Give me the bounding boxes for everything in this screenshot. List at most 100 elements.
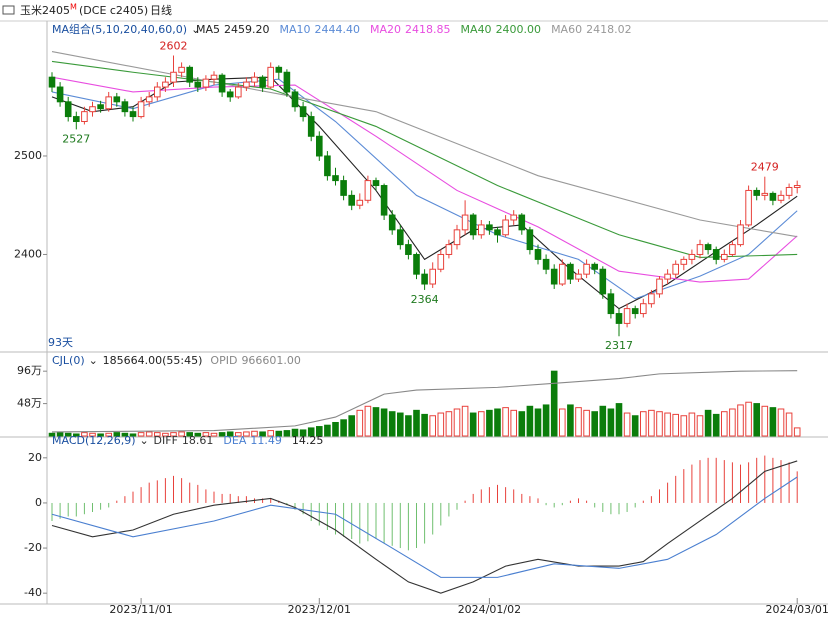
extreme-label: 2479 — [751, 161, 779, 174]
volume-bar — [575, 407, 582, 437]
volume-bar — [251, 430, 258, 437]
candle-body — [251, 76, 258, 83]
volume-bar — [129, 433, 137, 437]
volume-bar — [631, 415, 639, 437]
candle-body — [154, 86, 161, 98]
volume-bar — [243, 431, 250, 437]
candle-body — [64, 101, 72, 118]
symbol[interactable]: 玉米2405 — [20, 4, 70, 17]
legend-name: MA60 — [551, 23, 582, 36]
candle-body — [712, 249, 720, 260]
volume-bar — [607, 408, 615, 437]
candle-body — [340, 180, 347, 196]
candle-body — [299, 106, 307, 118]
x-tick-label: 2024/03/01 — [765, 603, 828, 616]
candle-body — [494, 229, 501, 236]
candle-body — [97, 104, 104, 110]
volume-bar — [178, 431, 185, 437]
candle-body — [429, 268, 436, 285]
volume-bar — [380, 408, 388, 437]
candle-body — [372, 180, 380, 187]
volume-bar — [275, 430, 283, 437]
candle-body — [785, 186, 793, 196]
candle-body — [502, 219, 509, 236]
volume-bar — [615, 403, 623, 437]
volume-bar — [769, 407, 777, 437]
flag: M — [70, 3, 77, 12]
candle-body — [259, 76, 266, 88]
volume-bar — [226, 431, 234, 437]
days: 93天 — [48, 336, 73, 349]
volume-bar — [648, 409, 655, 437]
volume-bar — [793, 427, 801, 437]
x-tick-label: 2023/11/01 — [109, 603, 172, 616]
candle-body — [461, 214, 469, 231]
volume-bar — [542, 404, 550, 437]
volume-bar — [218, 432, 226, 437]
candle-body — [437, 253, 445, 270]
extreme-label: 2364 — [411, 293, 439, 306]
candle-body — [113, 96, 121, 103]
candle-body — [129, 111, 137, 118]
candle-body — [721, 253, 728, 260]
volume-bar — [494, 408, 501, 437]
volume-bar — [267, 430, 274, 437]
volume-bar — [89, 432, 96, 437]
menu-icon[interactable] — [2, 5, 15, 15]
volume-bar — [413, 409, 420, 437]
volume-bar — [429, 415, 436, 437]
candle-body — [680, 258, 688, 265]
legend-value: 2418.02 — [586, 23, 632, 36]
candle-body — [648, 293, 655, 305]
candle-body — [761, 192, 769, 196]
candle-body — [591, 263, 599, 270]
volume-bar — [478, 411, 485, 437]
y-tick-label: 20 — [28, 451, 42, 464]
candle-body — [737, 224, 744, 246]
volume-bar — [186, 432, 193, 437]
volume-bar — [210, 432, 218, 437]
legend-name: OPID — [210, 354, 237, 367]
volume-bar — [340, 419, 347, 437]
volume-bar — [785, 412, 793, 437]
volume-bar — [777, 408, 785, 437]
line-series — [51, 460, 798, 594]
volume-bar — [73, 433, 80, 437]
volume-bar — [745, 401, 752, 437]
candle-body — [769, 192, 777, 201]
candle-body — [631, 308, 639, 315]
candle-body — [194, 81, 202, 88]
candle-body — [186, 66, 193, 83]
volume-bar — [518, 411, 526, 437]
candle-body — [745, 189, 752, 226]
volume-bar — [364, 405, 372, 437]
candle-body — [623, 308, 631, 324]
volume-bar — [332, 421, 339, 437]
extreme-label: 2602 — [160, 40, 188, 53]
volume-bar — [81, 432, 88, 437]
volume-bar — [437, 412, 445, 437]
volume-bar — [664, 412, 671, 437]
period[interactable]: 日线 — [150, 3, 172, 17]
volume-bar — [696, 415, 704, 437]
candle-body — [664, 273, 671, 280]
volume-bar — [202, 432, 210, 437]
legend-value: 11.49 — [250, 434, 282, 447]
candle-body — [283, 71, 291, 93]
y-tick-label: 2400 — [14, 247, 42, 260]
candle-body — [615, 313, 623, 324]
volume-bar — [502, 407, 509, 437]
volume-bar — [48, 432, 56, 437]
volume-bar — [170, 432, 177, 437]
candle-body — [218, 74, 226, 93]
volume-bar — [397, 412, 404, 437]
volume-bar — [235, 432, 242, 437]
volume-bar — [704, 409, 712, 437]
candle-body — [210, 74, 218, 80]
candle-body — [575, 273, 582, 280]
candle-body — [704, 244, 712, 251]
candle-body — [421, 273, 428, 285]
candle-body — [656, 278, 663, 295]
volume-bar — [348, 415, 355, 437]
legend-value: 2444.40 — [315, 23, 361, 36]
